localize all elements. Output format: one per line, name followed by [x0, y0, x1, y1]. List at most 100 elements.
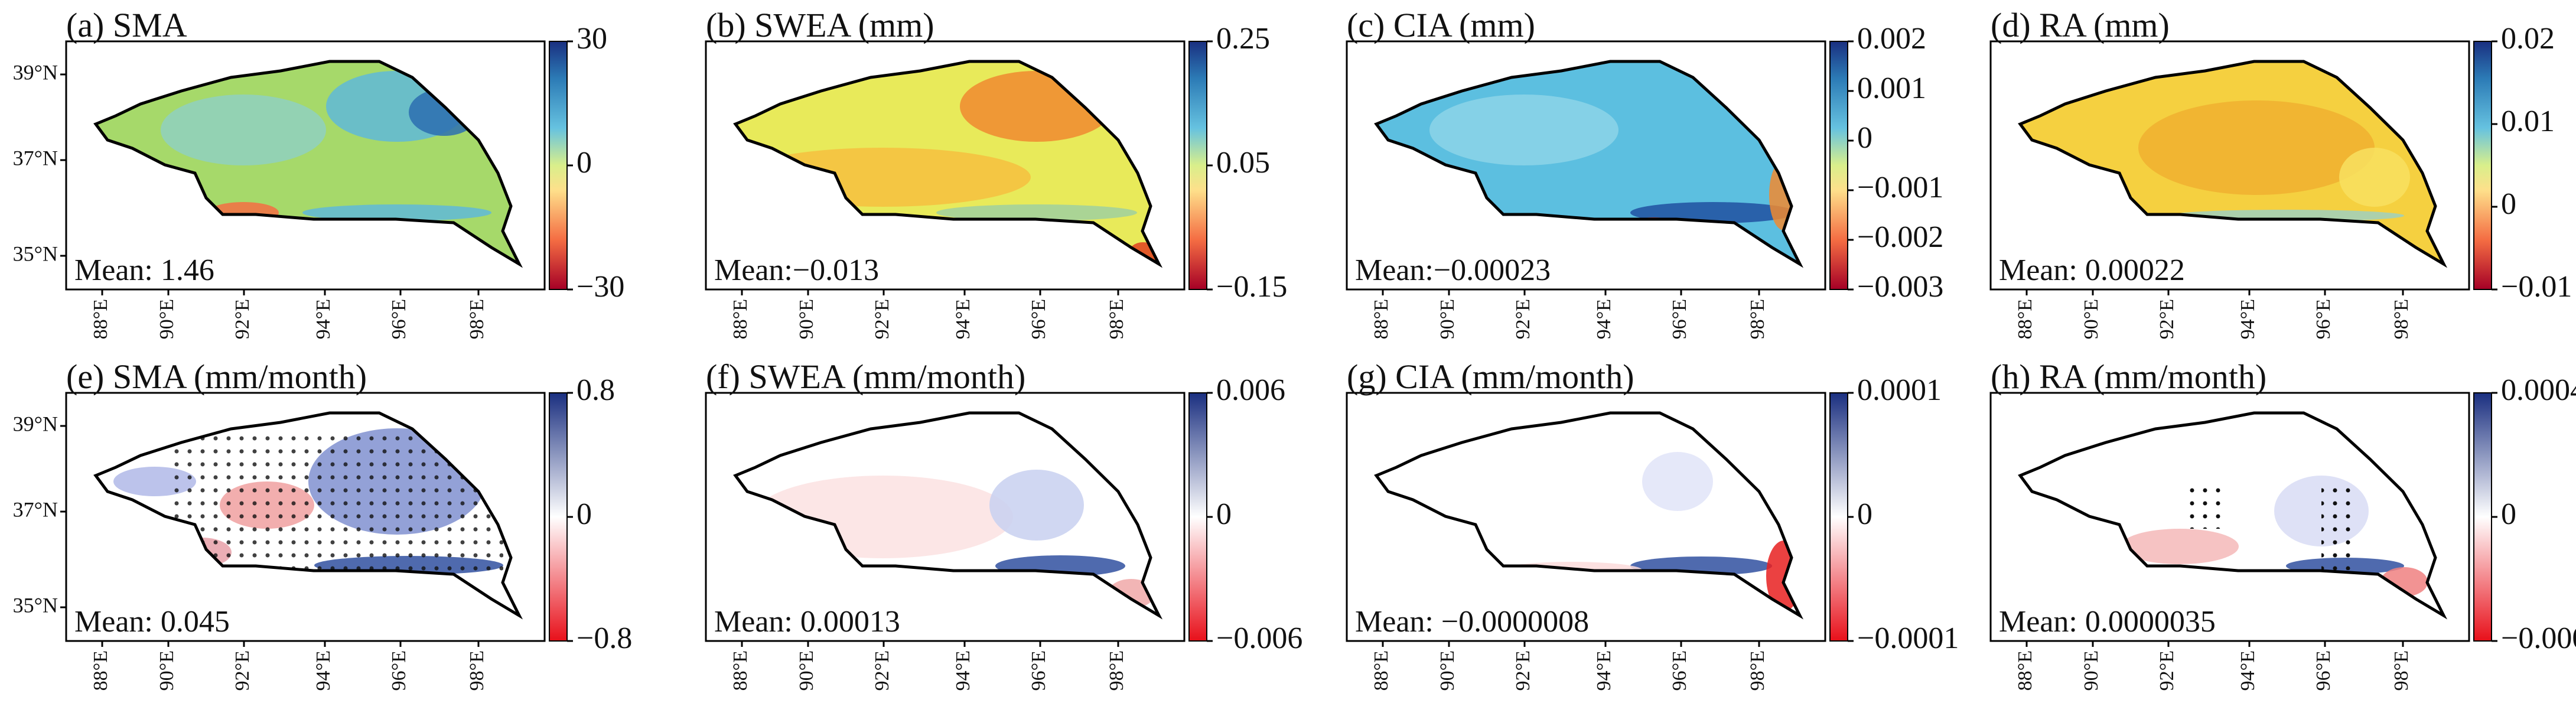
colorbar	[2473, 41, 2492, 290]
lon-label: 90°E	[2080, 299, 2102, 339]
lon-label: 92°E	[1512, 650, 1534, 691]
lon-label: 88°E	[2014, 299, 2036, 339]
lon-label: 96°E	[2313, 299, 2334, 339]
map-anomaly	[208, 202, 279, 223]
lon-label: 92°E	[2156, 650, 2178, 691]
lon-label: 96°E	[1669, 650, 1691, 691]
lon-label: 94°E	[1593, 299, 1615, 339]
lon-label: 94°E	[2237, 650, 2259, 691]
map-frame	[65, 392, 546, 642]
map-fill	[735, 61, 1159, 264]
colorbar-label: −0.0004	[2501, 621, 2576, 655]
map-panel: (a) SMA Mean: 1.46 39°N 37°N 35°N 88°E 90°E 92°…	[13, 6, 625, 339]
map-anomaly	[1429, 95, 1618, 165]
mean-label: Mean: 0.00022	[1999, 253, 2185, 287]
lat-label: 39°N	[13, 412, 58, 435]
lon-label: 98°E	[2391, 650, 2412, 691]
lon-label: 92°E	[2156, 299, 2178, 339]
panel-title: (b) SWEA (mm)	[706, 6, 934, 44]
map-fill	[96, 413, 519, 616]
lon-label: 92°E	[871, 650, 893, 691]
lon-label: 98°E	[466, 650, 488, 691]
map-fill	[1376, 413, 1800, 616]
map-anomaly	[753, 476, 1013, 558]
map-panel: (c) CIA (mm) Mean:−0.00023 88°E 90°E 92°E 94°…	[1346, 6, 1943, 339]
lon-label: 90°E	[156, 299, 178, 339]
lon-label: 92°E	[232, 650, 253, 691]
colorbar-label: 0.0001	[1857, 373, 1942, 407]
colorbar	[549, 41, 568, 290]
lat-label: 37°N	[13, 497, 58, 521]
map-panel: (d) RA (mm) Mean: 0.00022 88°E 90°E 92°E 94°E…	[1989, 6, 2572, 339]
map-base	[1376, 413, 1800, 616]
lon-label: 90°E	[796, 650, 818, 691]
map-panel: (h) RA (mm/month) Mean: 0.0000035 88°E 90°E…	[1989, 357, 2576, 691]
colorbar-label: 0.002	[1857, 22, 1926, 56]
lon-label: 92°E	[232, 299, 253, 339]
lon-label: 96°E	[2313, 650, 2334, 691]
colorbar-label: 0	[1857, 497, 1872, 531]
colorbar	[1829, 392, 1848, 642]
lon-label: 88°E	[90, 650, 112, 691]
map-anomaly	[989, 470, 1084, 541]
panel-title: (a) SMA	[66, 6, 187, 44]
lon-label: 96°E	[1028, 299, 1050, 339]
map-panel: (e) SMA (mm/month) Mean: 0.045 39°N 37°N 35°…	[13, 357, 633, 691]
map-fill	[96, 61, 519, 264]
panel-title: (c) CIA (mm)	[1347, 6, 1535, 44]
mean-label: Mean: 0.045	[74, 605, 230, 639]
map-anomaly	[2138, 100, 2375, 195]
lat-label: 35°N	[13, 593, 58, 617]
lon-label: 88°E	[2014, 650, 2036, 691]
panel-title: (e) SMA (mm/month)	[66, 357, 367, 396]
colorbar-label: 0.25	[1216, 22, 1270, 56]
lon-label: 98°E	[2391, 299, 2412, 339]
mean-label: Mean:−0.013	[714, 253, 879, 287]
lat-label: 35°N	[13, 242, 58, 265]
colorbar	[1188, 392, 1207, 642]
colorbar-label: 0.8	[577, 373, 615, 407]
map-anomaly	[2339, 148, 2410, 207]
colorbar-label: 0	[2501, 187, 2516, 221]
lat-label: 39°N	[13, 60, 58, 84]
lon-label: 90°E	[156, 650, 178, 691]
colorbar-label: −0.0001	[1857, 621, 1959, 655]
mean-label: Mean: 0.0000035	[1999, 605, 2216, 639]
colorbar-label: −30	[577, 270, 624, 304]
stippling	[172, 428, 503, 576]
map-base	[1376, 61, 1800, 264]
lon-label: 92°E	[1512, 299, 1534, 339]
map-anomaly	[1766, 541, 1800, 611]
lon-label: 98°E	[1106, 299, 1128, 339]
colorbar-label: 0	[577, 146, 592, 180]
lon-label: 88°E	[1370, 299, 1392, 339]
map-anomaly	[735, 148, 1031, 207]
colorbar-label: −0.15	[1216, 270, 1287, 304]
colorbar-label: 0.006	[1216, 373, 1285, 407]
map-frame	[1989, 40, 2470, 291]
map-anomaly	[1769, 160, 1799, 230]
lon-label: 98°E	[1747, 299, 1769, 339]
lon-label: 96°E	[388, 650, 410, 691]
map-frame	[1346, 392, 1826, 642]
map-frame	[65, 40, 546, 291]
panel-title: (d) RA (mm)	[1991, 6, 2170, 44]
lon-label: 88°E	[90, 299, 112, 339]
colorbar-label: 0	[1857, 121, 1872, 155]
map-anomaly	[936, 204, 1137, 221]
colorbar-label: −0.01	[2501, 270, 2572, 304]
panel-title: (g) CIA (mm/month)	[1347, 357, 1634, 396]
map-frame	[705, 40, 1186, 291]
colorbar-label: 0	[2501, 497, 2516, 531]
panel-title: (h) RA (mm/month)	[1991, 357, 2266, 396]
lon-label: 94°E	[1593, 650, 1615, 691]
stippling	[2321, 487, 2351, 570]
colorbar-label: 0.05	[1216, 146, 1270, 180]
lon-label: 96°E	[1669, 299, 1691, 339]
map-fill	[735, 413, 1159, 616]
colorbar	[549, 392, 568, 642]
map-anomaly	[1642, 452, 1713, 511]
map-frame	[1989, 392, 2470, 642]
lon-label: 90°E	[2080, 650, 2102, 691]
lon-label: 88°E	[1370, 650, 1392, 691]
